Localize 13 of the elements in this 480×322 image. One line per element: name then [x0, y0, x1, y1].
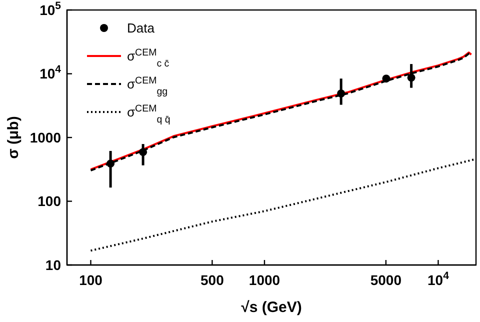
x-tick-label: 100 — [79, 272, 103, 288]
legend-label: Data — [127, 20, 156, 36]
y-tick-label: 10 — [45, 256, 62, 273]
y-tick-label: 100 — [38, 193, 62, 210]
y-axis-title: σ (μb) — [5, 116, 22, 159]
x-tick-label: 10$^{4}$ — [428, 270, 450, 288]
y-tick-label: 10$^{5}$ — [40, 0, 62, 18]
y-tick-label: 10$^{4}$ — [40, 64, 62, 82]
y-tick-label: 1000 — [30, 129, 62, 146]
x-tick-label: 500 — [200, 272, 224, 288]
x-axis-title: √s (GeV) — [241, 299, 302, 316]
x-tick-label: 1000 — [248, 272, 280, 288]
x-tick-label: 5000 — [370, 272, 402, 288]
